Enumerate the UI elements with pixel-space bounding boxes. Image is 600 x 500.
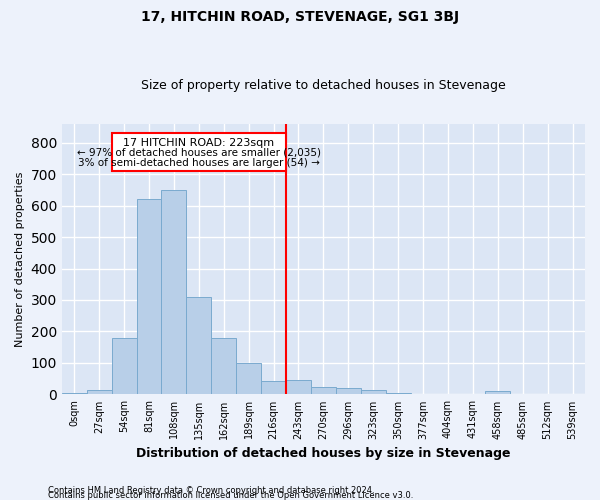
Title: Size of property relative to detached houses in Stevenage: Size of property relative to detached ho… [141, 79, 506, 92]
Bar [336, 388, 361, 394]
Bar [187, 297, 211, 394]
Bar [137, 200, 161, 394]
Bar [386, 393, 410, 394]
Bar [485, 392, 510, 394]
Bar [62, 393, 87, 394]
FancyBboxPatch shape [112, 133, 286, 171]
Text: ← 97% of detached houses are smaller (2,035): ← 97% of detached houses are smaller (2,… [77, 148, 321, 158]
Bar [361, 390, 386, 394]
Text: 17 HITCHIN ROAD: 223sqm: 17 HITCHIN ROAD: 223sqm [123, 138, 274, 147]
Text: Contains HM Land Registry data © Crown copyright and database right 2024.: Contains HM Land Registry data © Crown c… [48, 486, 374, 495]
Bar [236, 363, 261, 394]
Bar [161, 190, 187, 394]
Text: 17, HITCHIN ROAD, STEVENAGE, SG1 3BJ: 17, HITCHIN ROAD, STEVENAGE, SG1 3BJ [141, 10, 459, 24]
Bar [211, 338, 236, 394]
Y-axis label: Number of detached properties: Number of detached properties [15, 172, 25, 347]
Bar [286, 380, 311, 394]
X-axis label: Distribution of detached houses by size in Stevenage: Distribution of detached houses by size … [136, 447, 511, 460]
Text: Contains public sector information licensed under the Open Government Licence v3: Contains public sector information licen… [48, 491, 413, 500]
Bar [87, 390, 112, 394]
Bar [261, 381, 286, 394]
Text: 3% of semi-detached houses are larger (54) →: 3% of semi-detached houses are larger (5… [78, 158, 320, 168]
Bar [311, 386, 336, 394]
Bar [112, 338, 137, 394]
